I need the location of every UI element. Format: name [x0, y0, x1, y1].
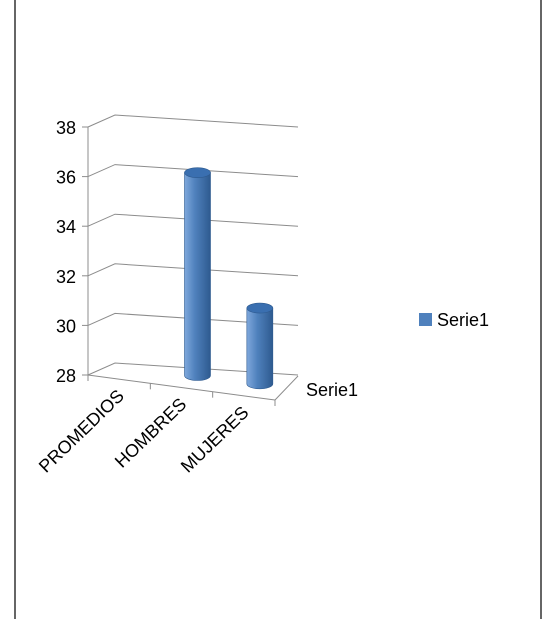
- x-tick-label: MUJERES: [177, 402, 253, 476]
- legend: Serie1: [419, 310, 489, 330]
- bar-mujeres: [246, 302, 274, 390]
- y-tick-label: 36: [56, 168, 76, 188]
- y-tick-label: 34: [56, 217, 76, 237]
- y-tick-label: 28: [56, 366, 76, 386]
- x-axis-line: [87, 374, 276, 401]
- y-tick-label: 30: [56, 316, 76, 336]
- y-tick-label: 32: [56, 267, 76, 287]
- bar-layer: [184, 167, 274, 390]
- bar-top: [246, 302, 274, 314]
- depth-axis-line: [274, 375, 299, 401]
- grid-layer: [87, 114, 299, 376]
- y-tick-label: 38: [56, 118, 76, 138]
- gridline: [87, 263, 299, 277]
- gridline: [87, 114, 299, 128]
- legend-label-serie1: Serie1: [437, 310, 489, 330]
- bar-body: [184, 172, 211, 381]
- gridline: [87, 213, 299, 227]
- gridline: [87, 362, 299, 376]
- depth-axis-label: Serie1: [306, 380, 358, 400]
- bar-body: [246, 307, 274, 390]
- x-tick-label: PROMEDIOS: [35, 386, 128, 477]
- bar-top: [184, 167, 211, 178]
- gridline: [87, 312, 299, 326]
- legend-swatch-serie1: [419, 313, 432, 326]
- axis-layer: [82, 126, 299, 406]
- gridline: [87, 164, 299, 178]
- bar-hombres: [184, 167, 211, 381]
